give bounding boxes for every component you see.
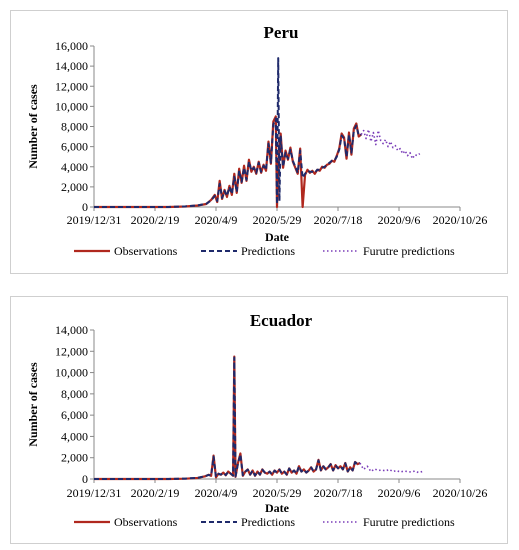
y-tick-label: 12,000 <box>55 344 88 358</box>
x-tick-label: 2020/4/9 <box>195 486 238 500</box>
series-line-dotted <box>360 128 421 160</box>
x-tick-label: 2020/2/19 <box>131 213 180 227</box>
y-tick-label: 2,000 <box>61 180 88 194</box>
series-line-dotted <box>359 462 423 474</box>
series-line-dashed <box>94 57 362 208</box>
x-tick-label: 2020/7/18 <box>314 486 363 500</box>
x-tick-label: 2020/10/26 <box>433 486 488 500</box>
y-tick-label: 0 <box>82 200 88 214</box>
y-tick-label: 16,000 <box>55 39 88 53</box>
y-tick-label: 6,000 <box>61 140 88 154</box>
y-tick-label: 14,000 <box>55 323 88 337</box>
y-tick-label: 4,000 <box>61 429 88 443</box>
x-tick-label: 2020/7/18 <box>314 213 363 227</box>
y-tick-label: 6,000 <box>61 408 88 422</box>
legend-label: Predictions <box>241 515 295 529</box>
y-axis-title: Number of cases <box>26 362 40 447</box>
legend-label: Furutre predictions <box>363 244 455 258</box>
legend-label: Predictions <box>241 244 295 258</box>
x-tick-label: 2019/12/31 <box>67 486 122 500</box>
y-tick-label: 2,000 <box>61 451 88 465</box>
series-line-solid <box>94 355 361 481</box>
chart-title: Ecuador <box>250 311 313 330</box>
x-tick-label: 2020/4/9 <box>195 213 238 227</box>
y-tick-label: 8,000 <box>61 120 88 134</box>
y-tick-label: 12,000 <box>55 79 88 93</box>
y-tick-label: 0 <box>82 472 88 486</box>
x-axis-title: Date <box>265 230 290 244</box>
y-tick-label: 14,000 <box>55 59 88 73</box>
legend-label: Observations <box>114 515 178 529</box>
ecuador-chart-panel: Ecuador 0 2,000 4,000 6,000 8,000 10,000 12,000… <box>10 296 508 544</box>
y-tick-label: 8,000 <box>61 387 88 401</box>
x-tick-label: 2020/10/26 <box>433 213 488 227</box>
legend-label: Observations <box>114 244 178 258</box>
ecuador-chart: Ecuador 0 2,000 4,000 6,000 8,000 10,000 12,000… <box>26 311 488 529</box>
x-axis-title: Date <box>265 501 290 515</box>
x-tick-label: 2019/12/31 <box>67 213 122 227</box>
x-tick-label: 2020/2/19 <box>131 486 180 500</box>
legend-label: Furutre predictions <box>363 515 455 529</box>
y-axis-title: Number of cases <box>26 84 40 169</box>
chart-title: Peru <box>264 23 299 42</box>
x-tick-label: 2020/9/6 <box>378 486 421 500</box>
peru-chart-panel: Peru 0 2,000 4,000 6,000 8,000 10,000 12,000 14,… <box>10 10 508 274</box>
x-tick-label: 2020/5/29 <box>253 213 302 227</box>
y-tick-label: 4,000 <box>61 160 88 174</box>
series-line-dashed <box>94 356 361 480</box>
peru-chart: Peru 0 2,000 4,000 6,000 8,000 10,000 12,000 14,… <box>26 23 488 258</box>
x-tick-label: 2020/9/6 <box>378 213 421 227</box>
y-tick-label: 10,000 <box>55 366 88 380</box>
y-tick-label: 10,000 <box>55 99 88 113</box>
x-tick-label: 2020/5/29 <box>253 486 302 500</box>
